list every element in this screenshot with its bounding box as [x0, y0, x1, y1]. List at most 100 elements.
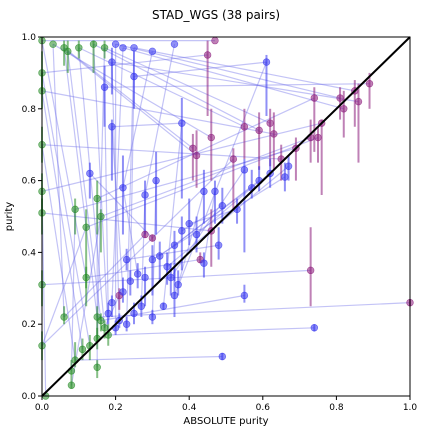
y-tick-label: 0.4: [22, 248, 37, 258]
data-point: [119, 288, 127, 296]
x-tick-label: 0.4: [182, 403, 197, 413]
data-point: [119, 44, 127, 52]
data-point: [218, 352, 227, 361]
link-line: [122, 51, 153, 188]
link-line: [96, 47, 106, 339]
data-point: [119, 184, 127, 192]
data-point: [130, 44, 138, 52]
link-line: [93, 43, 260, 131]
data-point: [170, 291, 179, 300]
x-tick-label: 0.6: [256, 403, 271, 413]
link-line: [75, 355, 223, 361]
data-point: [75, 44, 83, 52]
data-point: [336, 94, 344, 102]
data-point: [163, 263, 171, 271]
data-point: [100, 83, 109, 91]
link-line: [96, 97, 315, 200]
data-point: [167, 273, 175, 282]
plot-frame: [41, 36, 411, 397]
data-point: [93, 194, 101, 203]
data-point: [211, 36, 219, 45]
data-point: [141, 191, 149, 199]
data-point: [211, 187, 219, 196]
data-point: [281, 173, 289, 181]
data-point: [207, 133, 215, 142]
link-line: [104, 83, 370, 88]
data-point: [185, 219, 193, 228]
data-point: [67, 381, 76, 389]
data-point: [262, 58, 271, 66]
data-point: [148, 313, 157, 321]
y-axis-ticks: 0.0 0.2 0.4 0.6 0.8 1.0: [22, 33, 42, 402]
data-point: [192, 151, 201, 160]
data-point: [122, 320, 131, 328]
link-line: [41, 144, 76, 361]
data-point: [141, 273, 149, 282]
identity-line: [41, 36, 411, 397]
data-point: [122, 255, 131, 264]
data-point: [100, 44, 109, 52]
data-point: [314, 133, 322, 142]
data-point: [203, 51, 212, 59]
data-point: [214, 241, 223, 249]
data-point: [365, 79, 374, 88]
data-point: [108, 123, 116, 131]
data-point: [229, 155, 238, 163]
data-point: [78, 345, 87, 354]
data-point: [189, 144, 197, 152]
data-point: [340, 105, 348, 113]
link-line: [52, 44, 65, 318]
link-line: [67, 50, 197, 156]
link-line: [111, 122, 182, 128]
link-line: [89, 173, 153, 239]
link-line: [126, 47, 135, 325]
data-point: [133, 270, 142, 278]
data-point: [108, 298, 116, 307]
link-line: [104, 47, 271, 124]
y-tick-label: 1.0: [22, 33, 37, 43]
data-point: [148, 234, 157, 242]
link-line: [196, 187, 253, 235]
data-point: [284, 162, 293, 170]
data-point: [192, 230, 201, 239]
data-point: [152, 176, 160, 185]
data-point: [310, 324, 319, 332]
data-point: [71, 205, 79, 214]
data-point: [310, 94, 319, 102]
y-tick-label: 0.6: [22, 177, 37, 187]
data-point: [255, 126, 263, 135]
data-point: [104, 309, 112, 318]
data-point: [97, 316, 105, 325]
link-line: [41, 40, 87, 278]
data-point: [240, 166, 249, 174]
link-line: [41, 90, 84, 350]
data-point: [170, 241, 179, 249]
link-line: [133, 61, 267, 78]
data-point: [174, 281, 182, 289]
link-line: [111, 62, 120, 321]
link-line: [129, 76, 135, 282]
link-line: [97, 302, 411, 318]
data-point: [159, 302, 168, 310]
data-point: [240, 123, 249, 131]
data-points: [38, 36, 414, 400]
x-tick-label: 0.2: [108, 403, 122, 413]
data-point: [156, 252, 164, 260]
link-line: [70, 209, 76, 371]
data-point: [148, 255, 157, 264]
data-point: [200, 259, 208, 267]
data-point: [100, 324, 109, 332]
data-point: [266, 119, 274, 127]
data-point: [218, 202, 227, 210]
data-point: [354, 97, 363, 106]
link-line: [126, 244, 219, 261]
x-tick-label: 1.0: [403, 403, 418, 413]
link-line: [100, 136, 311, 218]
data-point: [60, 313, 68, 321]
link-line: [85, 136, 319, 228]
data-point: [170, 40, 179, 48]
x-tick-label: 0.0: [35, 403, 50, 413]
link-line: [166, 165, 289, 268]
